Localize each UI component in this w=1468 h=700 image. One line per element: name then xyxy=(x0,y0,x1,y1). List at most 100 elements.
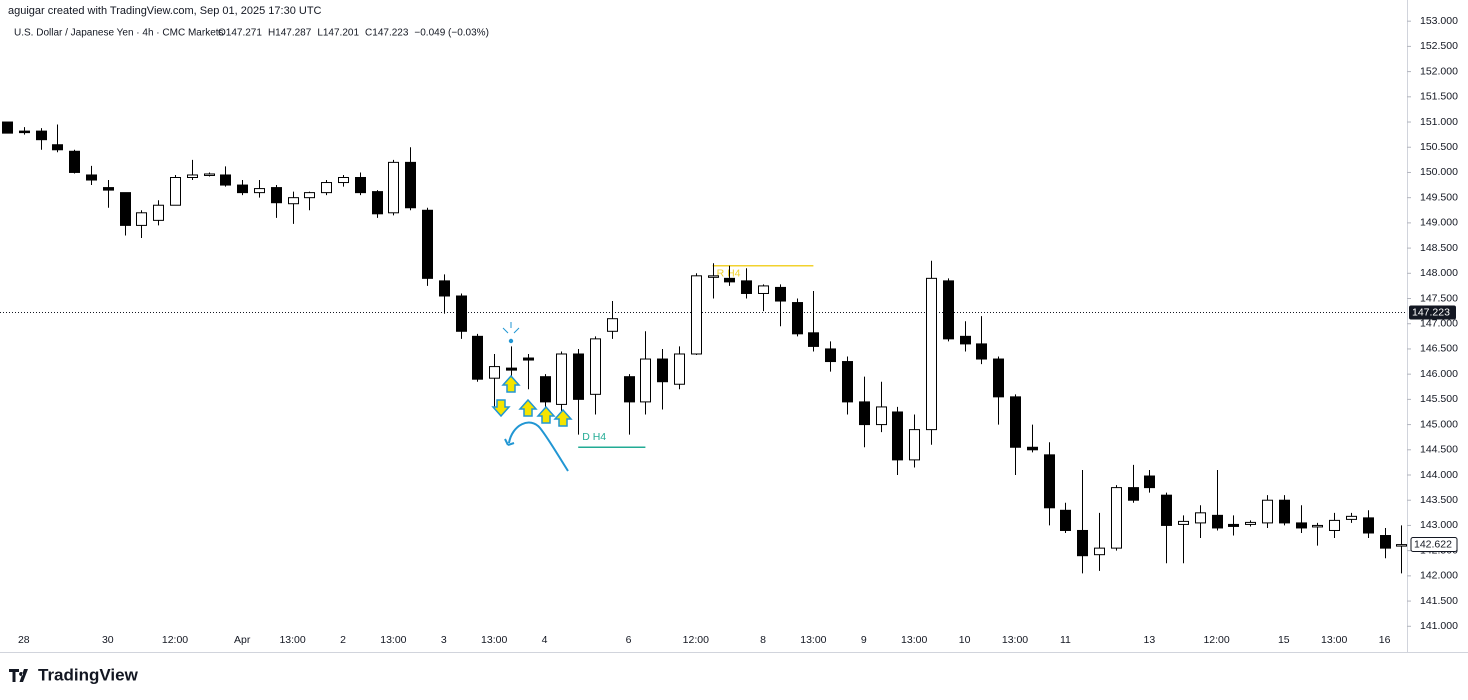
candle-body xyxy=(271,187,282,204)
y-tick-label: 148.000 xyxy=(1420,267,1458,279)
y-tick-label: 143.500 xyxy=(1420,494,1458,506)
candle-body xyxy=(758,285,769,294)
x-tick-label: 15 xyxy=(1278,634,1290,646)
candle-body xyxy=(573,353,584,400)
candle-body xyxy=(691,275,702,355)
candle-body xyxy=(1010,396,1021,448)
level-label: D H4 xyxy=(582,431,606,443)
candle-body xyxy=(220,174,231,186)
candle-body xyxy=(1027,446,1038,451)
y-tick-label: 144.500 xyxy=(1420,444,1458,456)
candle-body xyxy=(304,192,315,199)
last-price-label: 147.223 xyxy=(1412,306,1450,318)
marker-rays xyxy=(502,322,520,334)
y-tick-label: 145.000 xyxy=(1420,418,1458,430)
x-tick-label: 13:00 xyxy=(1002,634,1028,646)
close-price-label: 142.622 xyxy=(1414,538,1452,550)
y-tick-label: 147.000 xyxy=(1420,318,1458,330)
candle-body xyxy=(540,376,551,403)
candle-body xyxy=(422,209,433,279)
candle-body xyxy=(1094,547,1105,556)
candle-body xyxy=(1212,514,1223,529)
arrow-down xyxy=(491,399,511,418)
candle-body xyxy=(19,130,30,134)
y-tick-label: 146.000 xyxy=(1420,368,1458,380)
candle-body xyxy=(1178,520,1189,525)
y-tick-label: 151.000 xyxy=(1420,116,1458,128)
candle-body xyxy=(1195,512,1206,524)
brand: TradingView xyxy=(38,665,139,684)
candle-body xyxy=(808,332,819,347)
candle-body xyxy=(825,348,836,363)
ohlc-legend: O147.271 H147.287 L147.201 C147.223 −0.049 (… xyxy=(218,28,489,39)
x-tick-label: 16 xyxy=(1379,634,1391,646)
y-tick-label: 147.500 xyxy=(1420,292,1458,304)
candle-body xyxy=(36,130,47,141)
x-tick-label: 11 xyxy=(1060,634,1071,646)
candle-body xyxy=(321,182,332,194)
x-tick-label: 13 xyxy=(1144,634,1156,646)
candle-body xyxy=(472,335,483,380)
x-tick-label: 13:00 xyxy=(800,634,826,646)
freehand-line xyxy=(504,421,569,472)
candle-body xyxy=(892,411,903,461)
y-tick-label: 150.500 xyxy=(1420,141,1458,153)
candle-body xyxy=(624,376,635,403)
y-tick-label: 150.000 xyxy=(1420,166,1458,178)
candle-body xyxy=(1111,487,1122,549)
y-tick-label: 151.500 xyxy=(1420,91,1458,103)
y-tick-label: 144.000 xyxy=(1420,469,1458,481)
candle-body xyxy=(943,280,954,340)
candle-body xyxy=(708,275,719,278)
candle-body xyxy=(405,161,416,209)
x-tick-label: 13:00 xyxy=(380,634,406,646)
x-tick-label: 4 xyxy=(542,634,548,646)
x-tick-label: 10 xyxy=(959,634,971,646)
candle-body xyxy=(993,358,1004,398)
candle-body xyxy=(1279,499,1290,524)
candle-body xyxy=(69,150,80,173)
candle-body xyxy=(674,353,685,385)
candle-body xyxy=(1363,517,1374,534)
candle-body xyxy=(439,280,450,297)
ohlc-value: C147.223 xyxy=(365,28,409,39)
candle-body xyxy=(187,174,198,178)
y-tick-label: 152.500 xyxy=(1420,40,1458,52)
drawings xyxy=(491,322,573,472)
y-tick-label: 141.000 xyxy=(1420,620,1458,632)
candle-body xyxy=(909,429,920,461)
candle-body xyxy=(775,286,786,302)
arrow-up xyxy=(536,405,556,424)
level-label: R H4 xyxy=(717,268,741,280)
arrow-up xyxy=(501,374,521,393)
ohlc-value: H147.287 xyxy=(268,28,312,39)
candle-body xyxy=(657,358,668,383)
candle-body xyxy=(1060,509,1071,531)
candle-body xyxy=(1262,499,1273,524)
candle-body xyxy=(1329,519,1340,531)
y-tick-label: 145.500 xyxy=(1420,393,1458,405)
ohlc-value: O147.271 xyxy=(218,28,262,39)
ohlc-value: −0.049 (−0.03%) xyxy=(414,28,489,39)
candle-body xyxy=(640,358,651,403)
candle-body xyxy=(1346,515,1357,520)
candle-body xyxy=(724,277,735,283)
x-tick-label: 2 xyxy=(340,634,346,646)
plot: R H4 D H4 xyxy=(0,121,1407,574)
y-tick-label: 146.500 xyxy=(1420,343,1458,355)
brand-logo: TradingView xyxy=(9,665,139,684)
y-tick-label: 141.500 xyxy=(1420,595,1458,607)
candle-body xyxy=(338,176,349,184)
candle-body xyxy=(590,338,601,395)
candle-body xyxy=(976,343,987,360)
candle-body xyxy=(926,277,937,431)
candle-body xyxy=(859,401,870,426)
x-tick-label: 28 xyxy=(18,634,30,646)
candle-body xyxy=(1077,529,1088,557)
candle-body xyxy=(1044,454,1055,509)
ohlc-value: L147.201 xyxy=(317,28,359,39)
candle-body xyxy=(153,204,164,221)
candle-body xyxy=(456,295,467,332)
